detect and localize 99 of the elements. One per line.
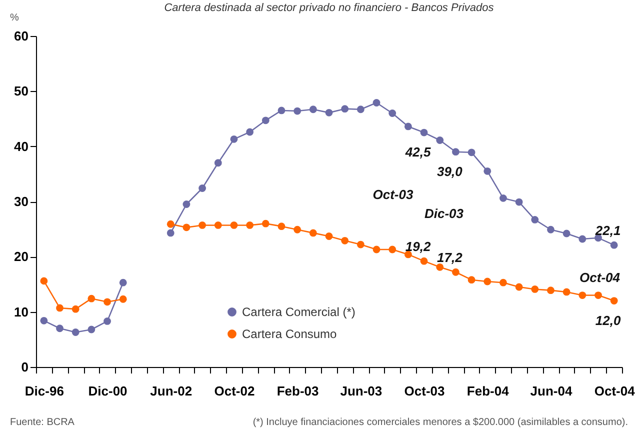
y-tick-label: 40	[14, 138, 28, 154]
point	[484, 167, 492, 175]
point	[230, 222, 238, 229]
x-tick-label: Jun-02	[150, 384, 192, 398]
point	[104, 318, 111, 325]
x-tick-label: Feb-04	[466, 384, 510, 398]
point	[420, 128, 428, 136]
y-tick-label: 20	[14, 249, 28, 264]
x-tick-label: Feb-03	[276, 384, 319, 398]
legend-label: Cartera Comercial (*)	[242, 305, 356, 319]
point	[294, 107, 302, 115]
point	[531, 216, 539, 224]
point	[294, 226, 302, 234]
point	[610, 297, 618, 304]
text: (*) Incluye financiaciones comerciales menores a $200.000 (asimilables a consumo).	[252, 417, 628, 428]
annotation: Dic-03	[424, 206, 464, 221]
point	[278, 106, 286, 114]
point	[309, 229, 317, 237]
point	[484, 278, 492, 286]
y-axis-title: %	[10, 12, 20, 24]
point	[198, 222, 206, 229]
point	[246, 222, 254, 229]
point	[72, 328, 80, 336]
y-tick-label: 60	[14, 28, 28, 44]
point	[198, 184, 206, 192]
point	[309, 106, 317, 114]
point	[230, 135, 238, 143]
point	[56, 304, 64, 312]
point	[468, 276, 476, 284]
point	[372, 99, 380, 106]
point	[500, 278, 507, 286]
point	[182, 224, 190, 232]
point	[56, 324, 64, 332]
point	[515, 198, 523, 206]
y-tick-label: 30	[14, 194, 28, 209]
point	[372, 246, 380, 254]
point	[246, 128, 254, 136]
point	[341, 105, 349, 113]
point	[388, 246, 396, 254]
point	[515, 283, 523, 291]
data-label: 19,2	[405, 239, 432, 254]
point	[436, 136, 444, 144]
x-tick-label: Dic-00	[88, 384, 128, 398]
y-tick-label: 0	[21, 360, 28, 374]
chart-title: Cartera destinada al sector privado no financiero - Bancos Privados	[164, 2, 494, 14]
point	[119, 295, 127, 303]
source-note: Fuente: BCRA	[10, 417, 75, 428]
point	[262, 220, 270, 228]
point	[452, 268, 460, 276]
point	[278, 222, 286, 230]
point	[40, 277, 48, 285]
point	[531, 286, 539, 293]
point	[562, 230, 570, 238]
point	[500, 194, 507, 202]
point	[547, 226, 554, 234]
point	[166, 220, 174, 228]
point	[594, 292, 602, 299]
point	[182, 200, 190, 208]
point	[104, 298, 111, 306]
x-tick-label: Oct-03	[404, 384, 445, 398]
point	[166, 229, 174, 237]
x-tick-label: Oct-04	[594, 384, 635, 398]
annotation: Oct-04	[580, 270, 621, 285]
point	[325, 232, 333, 240]
x-tick-label: Dic-96	[24, 384, 64, 398]
data-label: 17,2	[437, 250, 464, 266]
point	[214, 159, 222, 167]
x-tick-label: Oct-02	[214, 384, 255, 398]
annotation: Oct-03	[372, 187, 414, 202]
point	[452, 148, 460, 156]
point	[262, 116, 270, 124]
point	[88, 326, 96, 334]
point	[214, 222, 222, 229]
data-label: 12,0	[595, 312, 622, 328]
data-label: 39,0	[437, 164, 464, 179]
point	[578, 292, 586, 299]
point	[356, 240, 364, 248]
y-tick-label: 50	[14, 84, 28, 99]
x-tick-label: Jun-04	[530, 384, 573, 398]
point	[356, 106, 364, 114]
x-tick-label: Jun-03	[340, 384, 382, 398]
point	[40, 316, 48, 324]
point	[341, 236, 349, 244]
point	[578, 235, 586, 243]
point	[325, 108, 333, 116]
point	[72, 305, 80, 313]
data-label: 42,5	[404, 144, 432, 160]
point	[562, 288, 570, 296]
point	[88, 294, 96, 302]
data-label: 22,1	[594, 223, 621, 238]
point	[119, 278, 127, 286]
point	[404, 122, 412, 130]
point	[468, 148, 476, 156]
y-tick-label: 10	[14, 304, 28, 320]
point	[420, 257, 428, 265]
point	[388, 110, 396, 117]
point	[547, 286, 554, 294]
point	[610, 241, 618, 249]
legend-label: Cartera Consumo	[242, 327, 338, 341]
